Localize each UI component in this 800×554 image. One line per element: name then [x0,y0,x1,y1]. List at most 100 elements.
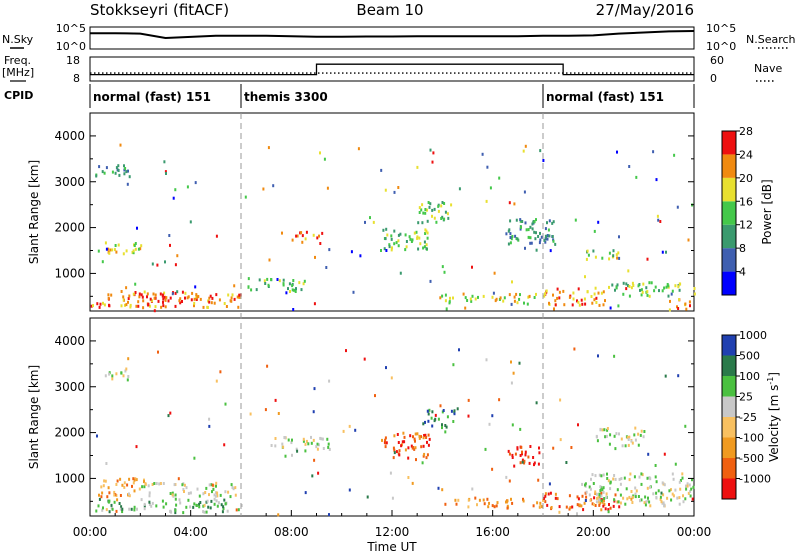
range-gate-cell [138,292,141,296]
range-gate-cell [654,464,657,467]
range-gate-cell [326,186,329,190]
range-gate-cell [664,374,667,378]
range-gate-cell [667,284,670,288]
range-gate-cell [425,229,428,233]
range-gate-cell [425,436,428,439]
range-gate-cell [649,504,652,508]
range-gate-cell [175,503,178,507]
range-gate-cell [301,234,304,238]
range-gate-cell [385,441,388,445]
range-gate-cell [287,287,289,291]
range-gate-cell [107,296,110,300]
range-gate-cell [521,220,524,223]
range-gate-cell [314,255,316,259]
range-gate-cell [285,291,288,295]
range-gate-cell [238,295,241,299]
range-gate-cell [607,479,610,483]
range-gate-cell [104,241,107,245]
range-gate-cell [535,401,538,405]
range-gate-cell [559,398,562,402]
range-gate-cell [155,504,158,508]
range-gate-cell [303,279,306,283]
range-gate-cell [393,434,396,438]
colorbar-swatch [722,224,736,249]
range-gate-cell [133,508,136,512]
range-gate-cell [590,477,592,481]
x-tick-label: 00:00 [73,525,108,539]
range-gate-cell [658,289,660,293]
range-gate-cell [165,296,168,300]
cpid-segments: normal (fast) 151 themis 3300 normal (fast… [89,84,695,108]
range-gate-cell [548,482,551,486]
range-gate-cell [410,444,413,448]
range-gate-cell [474,297,477,301]
range-gate-cell [634,426,637,430]
range-gate-cell [602,490,605,494]
colorbar-swatch [722,177,736,202]
range-gate-cell [670,488,672,492]
range-gate-cell [272,184,275,188]
range-gate-cell [230,296,233,300]
range-gate-cell [453,409,456,413]
cpid-label: CPID [4,89,33,102]
range-gate-cell [668,308,671,312]
range-gate-cell [574,218,577,222]
range-gate-cell [422,211,425,215]
range-gate-cell [453,412,456,416]
range-gate-cell [193,502,196,506]
range-gate-cell [231,293,234,297]
range-gate-cell [122,252,125,256]
range-gate-cell [420,208,423,212]
range-gate-cell [411,481,414,485]
range-gate-cell [102,484,105,488]
range-gate-cell [151,501,154,505]
range-gate-cell [126,378,129,382]
range-gate-cell [385,227,388,231]
range-gate-cell [96,434,98,438]
range-gate-cell [516,301,519,305]
range-gate-cell [505,232,508,236]
range-gate-cell [302,437,305,441]
range-gate-cell [111,374,114,378]
range-gate-cell [189,505,192,509]
range-gate-cell [450,409,453,413]
range-gate-cell [118,502,121,505]
range-gate-cell [424,232,427,235]
range-gate-cell [134,282,137,286]
range-gate-cell [554,242,557,246]
range-gate-cell [137,300,140,304]
range-gate-cell [523,190,526,194]
range-gate-cell [313,458,316,462]
range-gate-cell [545,289,548,293]
range-gate-cell [522,497,524,501]
range-gate-cell [284,436,287,440]
range-gate-cell [132,292,135,296]
range-gate-cell [598,503,601,507]
range-gate-cell [478,498,481,502]
nsky-tick-high: 10^5 [56,22,86,35]
range-gate-cell [130,507,133,511]
range-gate-cell [586,290,589,294]
range-gate-cell [426,440,428,444]
range-gate-cell [390,237,393,241]
range-gate-cell [196,487,199,491]
range-gate-cell [295,234,298,238]
range-gate-cell [213,497,216,501]
range-gate-cell [424,433,427,437]
range-gate-cell [187,295,190,299]
range-gate-cell [582,508,585,512]
range-gate-cell [678,502,681,506]
range-gate-cell [618,235,620,239]
nave-tick-high: 60 [710,54,724,67]
range-gate-cell [437,486,440,490]
range-gate-cell [549,249,552,253]
range-gate-cell [544,492,547,496]
range-gate-cell [608,285,610,289]
range-gate-cell [608,251,611,255]
range-gate-cell [639,433,642,437]
range-gate-cell [134,242,137,245]
range-gate-cell [533,296,536,299]
range-gate-cell [126,182,129,186]
range-gate-cell [637,432,640,436]
range-gate-cell [108,303,110,307]
